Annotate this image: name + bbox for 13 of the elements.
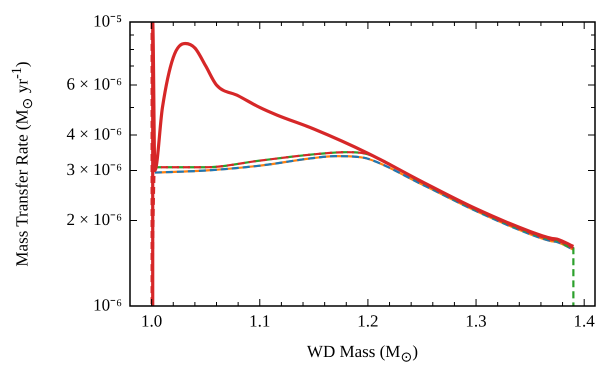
y-tick-label: 10⁻⁵ — [93, 11, 122, 30]
x-tick-label: 1.3 — [465, 312, 487, 331]
x-tick-label: 1.0 — [141, 312, 162, 331]
x-tick-label: 1.1 — [249, 312, 270, 331]
y-tick-label: 10⁻⁶ — [93, 295, 122, 314]
y-tick-label: 2 × 10⁻⁶ — [66, 210, 122, 229]
y-tick-label: 4 × 10⁻⁶ — [66, 124, 122, 144]
x-tick-label: 1.2 — [357, 312, 379, 331]
x-tick-label: 1.4 — [574, 312, 596, 331]
y-tick-label: 6 × 10⁻⁶ — [66, 74, 122, 94]
x-axis-title: WD Mass (M$_{⊙}$) — [306, 342, 420, 366]
line-series — [154, 155, 574, 251]
y-tick-label: 3 × 10⁻⁶ — [66, 160, 122, 179]
